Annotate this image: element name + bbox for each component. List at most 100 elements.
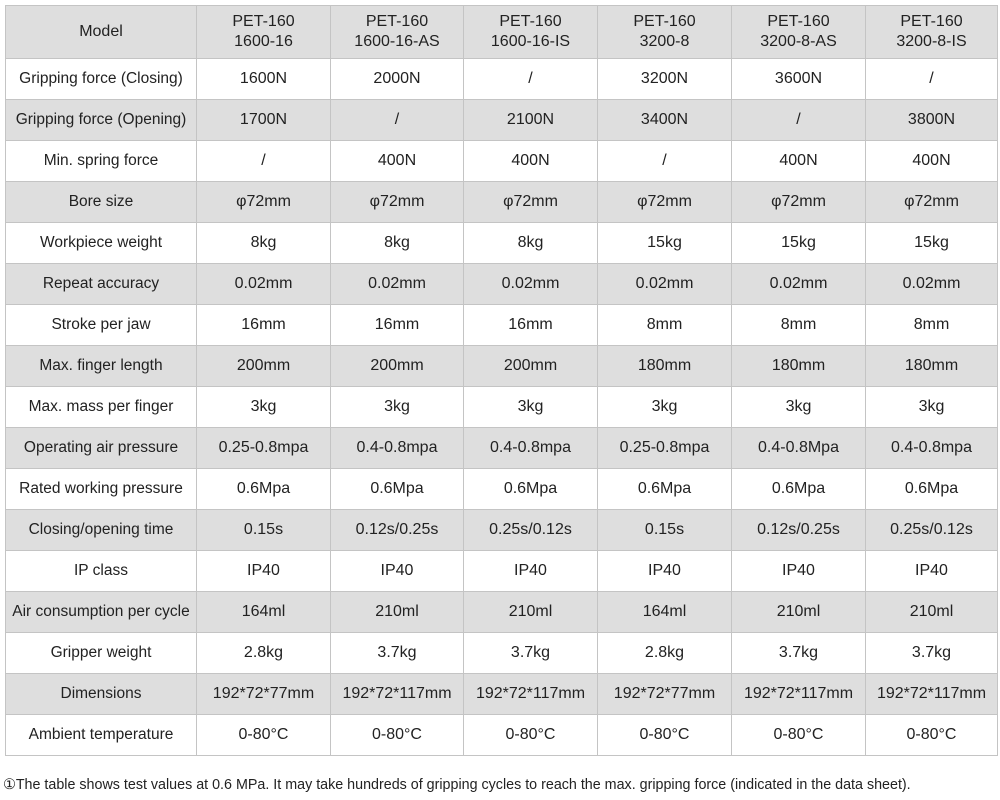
table-cell: 0-80°C [731, 714, 866, 756]
table-cell: 0.02mm [196, 263, 331, 305]
table-cell: 1700N [196, 99, 331, 141]
table-cell: 200mm [196, 345, 331, 387]
table-cell: 3.7kg [731, 632, 866, 674]
table-cell: 8kg [463, 222, 598, 264]
row-label: Min. spring force [5, 140, 197, 182]
row-label: Repeat accuracy [5, 263, 197, 305]
table-cell: 0.25s/0.12s [463, 509, 598, 551]
table-cell: 3kg [330, 386, 464, 428]
table-cell: 0.4-0.8mpa [330, 427, 464, 469]
table-row: Max. finger length 200mm 200mm 200mm 180mm 18… [5, 345, 998, 387]
table-cell: φ72mm [463, 181, 598, 223]
table-row: Bore size φ72mm φ72mm φ72mm φ72mm φ72mm φ72mm [5, 181, 998, 223]
spec-table: Model PET-160 1600-16 PET-160 1600-16-AS PET-… [5, 5, 998, 756]
table-cell: φ72mm [597, 181, 732, 223]
table-cell: 400N [330, 140, 464, 182]
table-cell: 3800N [865, 99, 998, 141]
table-cell: IP40 [463, 550, 598, 592]
row-label: Rated working pressure [5, 468, 197, 510]
table-cell: 16mm [330, 304, 464, 346]
table-cell: 200mm [463, 345, 598, 387]
table-row: Max. mass per finger 3kg 3kg 3kg 3kg 3kg 3kg [5, 386, 998, 428]
table-cell: 3kg [597, 386, 732, 428]
table-cell: 3kg [196, 386, 331, 428]
table-cell: 192*72*77mm [597, 673, 732, 715]
table-cell: 0.12s/0.25s [330, 509, 464, 551]
table-cell: 0.25s/0.12s [865, 509, 998, 551]
header-line: PET-160 [499, 13, 562, 30]
header-line: PET-160 [232, 13, 295, 30]
table-cell: 3400N [597, 99, 732, 141]
table-cell: IP40 [865, 550, 998, 592]
table-cell: 16mm [196, 304, 331, 346]
header-cell: PET-160 3200-8-AS [731, 5, 866, 59]
table-cell: 210ml [330, 591, 464, 633]
table-cell: 400N [463, 140, 598, 182]
table-cell: 0-80°C [330, 714, 464, 756]
header-cell: PET-160 1600-16-IS [463, 5, 598, 59]
table-row: Workpiece weight 8kg 8kg 8kg 15kg 15kg 15kg [5, 222, 998, 264]
table-cell: 8kg [196, 222, 331, 264]
header-line: 3200-8-IS [896, 33, 967, 50]
table-cell: 164ml [597, 591, 732, 633]
table-cell: 0.12s/0.25s [731, 509, 866, 551]
table-cell: 0.4-0.8mpa [865, 427, 998, 469]
table-cell: 3kg [731, 386, 866, 428]
table-cell: 15kg [731, 222, 866, 264]
row-label: IP class [5, 550, 197, 592]
table-cell: 3.7kg [865, 632, 998, 674]
table-cell: 15kg [597, 222, 732, 264]
table-cell: 400N [731, 140, 866, 182]
table-cell: IP40 [597, 550, 732, 592]
table-row: Gripping force (Closing) 1600N 2000N / 3200N… [5, 58, 998, 100]
table-cell: 0.6Mpa [463, 468, 598, 510]
table-cell: 1600N [196, 58, 331, 100]
table-cell: 0-80°C [463, 714, 598, 756]
table-cell: 3kg [865, 386, 998, 428]
table-cell: 180mm [865, 345, 998, 387]
table-cell: 3200N [597, 58, 732, 100]
header-line: Model [79, 23, 123, 40]
row-label: Bore size [5, 181, 197, 223]
table-cell: 0.6Mpa [196, 468, 331, 510]
table-cell: φ72mm [330, 181, 464, 223]
table-row: Operating air pressure 0.25-0.8mpa 0.4-0.8… [5, 427, 998, 469]
table-cell: 0.6Mpa [865, 468, 998, 510]
table-cell: 3kg [463, 386, 598, 428]
table-cell: 0.6Mpa [330, 468, 464, 510]
table-cell: 8mm [731, 304, 866, 346]
table-cell: 0.02mm [597, 263, 732, 305]
header-row: Model PET-160 1600-16 PET-160 1600-16-AS PET-… [5, 5, 998, 59]
table-cell: 0-80°C [196, 714, 331, 756]
header-cell: PET-160 3200-8-IS [865, 5, 998, 59]
table-cell: 2.8kg [597, 632, 732, 674]
table-row: Repeat accuracy 0.02mm 0.02mm 0.02mm 0.02mm 0… [5, 263, 998, 305]
header-line: PET-160 [767, 13, 830, 30]
header-line: 1600-16 [234, 33, 293, 50]
table-cell: 0-80°C [865, 714, 998, 756]
header-line: PET-160 [633, 13, 696, 30]
table-cell: 0.6Mpa [731, 468, 866, 510]
header-line: 1600-16-IS [490, 33, 571, 50]
table-cell: 192*72*117mm [330, 673, 464, 715]
table-cell: IP40 [731, 550, 866, 592]
header-line: PET-160 [900, 13, 963, 30]
row-label: Dimensions [5, 673, 197, 715]
table-cell: 192*72*117mm [463, 673, 598, 715]
table-cell: / [597, 140, 732, 182]
table-cell: 164ml [196, 591, 331, 633]
table-cell: 0.25-0.8mpa [597, 427, 732, 469]
table-cell: 200mm [330, 345, 464, 387]
row-label: Closing/opening time [5, 509, 197, 551]
table-cell: 0.15s [597, 509, 732, 551]
table-cell: 192*72*117mm [731, 673, 866, 715]
row-label: Gripping force (Closing) [5, 58, 197, 100]
table-cell: 0.02mm [330, 263, 464, 305]
table-cell: 2000N [330, 58, 464, 100]
table-cell: / [865, 58, 998, 100]
table-cell: φ72mm [865, 181, 998, 223]
table-row: Ambient temperature 0-80°C 0-80°C 0-80°C 0-8… [5, 714, 998, 756]
table-cell: 2.8kg [196, 632, 331, 674]
table-cell: 0.02mm [865, 263, 998, 305]
